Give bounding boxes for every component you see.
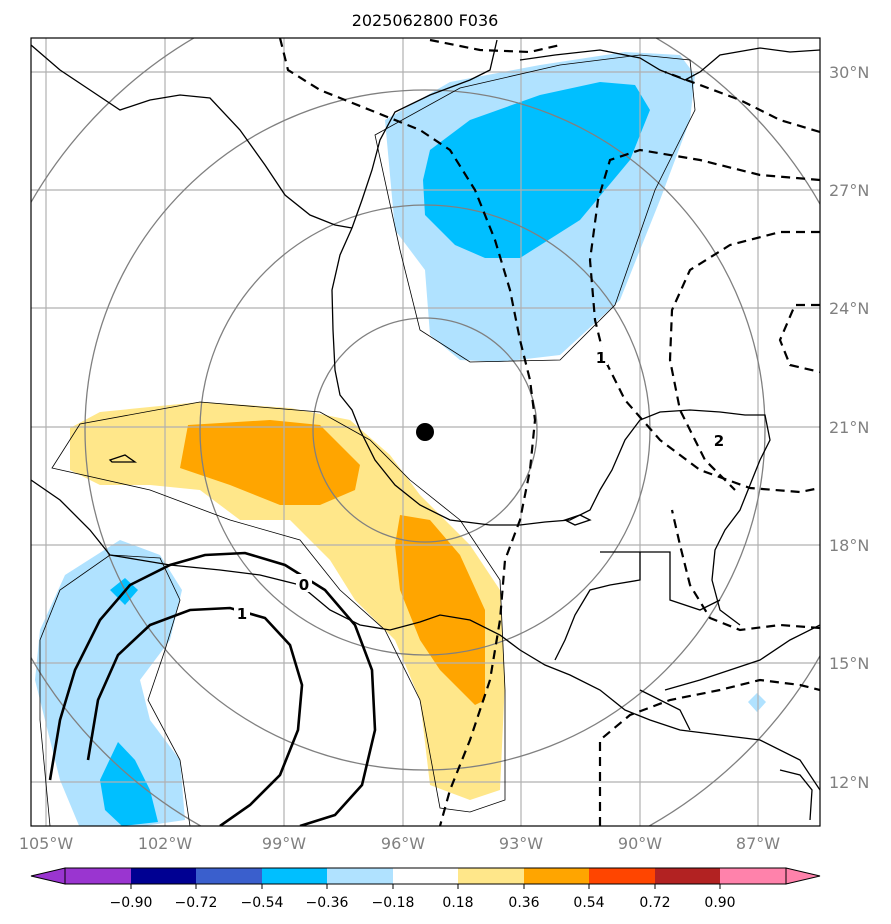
lon-label: 99°W [262,834,306,853]
colorbar-extend-low [30,867,66,885]
colorbar-cell [655,868,720,884]
blue-region-north [423,82,650,258]
colorbar-cell [65,868,131,884]
region-outline-southwest [39,554,191,826]
colorbar-cell [524,868,589,884]
map-frame [30,37,821,827]
storm-center-marker [416,423,434,441]
lon-label: 90°W [618,834,662,853]
colorbar: −0.90 −0.72 −0.54 −0.36 −0.18 0.18 0.36 … [30,867,821,911]
colorbar-tick-label: 0.36 [508,895,539,911]
lat-label: 27°N [829,181,869,200]
colorbar-frame [64,867,787,885]
lon-label: 96°W [381,834,425,853]
colorbar-cell [589,868,655,884]
lat-label: 24°N [829,299,869,318]
solid-contours [48,551,377,826]
longitude-labels: 105°W 102°W 99°W 96°W 93°W 90°W 87°W [19,834,780,853]
lon-label: 102°W [138,834,193,853]
colorbar-tick-label: −0.18 [372,895,415,911]
colorbar-cell [131,868,196,884]
region-outline-north [374,54,696,363]
colorbar-tick-label: 0.18 [442,895,473,911]
lon-label: 93°W [499,834,543,853]
colorbar-tick-label: −0.90 [110,895,153,911]
orange-region-south [395,515,485,705]
colorbar-cell [458,868,524,884]
lat-label: 30°N [829,63,869,82]
region-outline-band [51,401,506,813]
contour-label-one-dashed: 1 [596,349,606,367]
colorbar-extend-high [785,867,821,885]
contour-labels: 0 1 1 2 [234,347,726,623]
lon-label: 105°W [19,834,74,853]
colorbar-tick-label: −0.36 [306,895,349,911]
colorbar-cell [720,868,786,884]
colorbar-tick-label: 0.72 [639,895,670,911]
colorbar-tick-label: 0.90 [704,895,735,911]
contour-label-two-dashed: 2 [714,432,724,450]
lon-label: 87°W [736,834,780,853]
dashed-contours [278,38,820,826]
contour-label-one-solid: 1 [237,605,247,623]
map-panel: 0 1 1 2 [31,38,820,826]
colorbar-cell [393,868,458,884]
figure-title: 2025062800 F036 [352,11,499,30]
colorbar-cell [327,868,393,884]
colorbar-tick-label: −0.72 [175,895,218,911]
lat-label: 15°N [829,654,869,673]
yellow-band [70,402,505,800]
light-blue-region-southwest [35,540,185,826]
lat-label: 12°N [829,773,869,792]
colorbar-cell [196,868,262,884]
coastlines [31,39,820,821]
contour-label-zero: 0 [299,576,309,594]
colorbar-tick-label: −0.54 [241,895,284,911]
light-blue-patch-east [748,693,766,712]
colorbar-tick-label: 0.54 [573,895,604,911]
latitude-labels: 30°N 27°N 24°N 21°N 18°N 15°N 12°N [829,63,869,792]
orange-region-west [180,420,360,505]
colorbar-cell [262,868,327,884]
lat-label: 21°N [829,418,869,437]
lat-label: 18°N [829,536,869,555]
